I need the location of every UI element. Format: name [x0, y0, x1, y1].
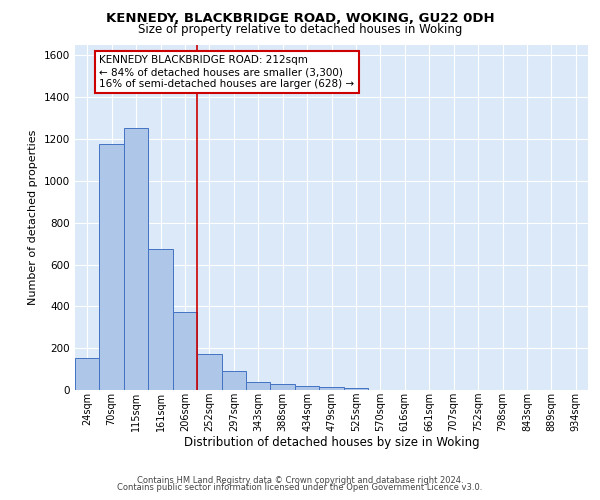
X-axis label: Distribution of detached houses by size in Woking: Distribution of detached houses by size … — [184, 436, 479, 450]
Bar — [344, 388, 368, 390]
Bar — [271, 384, 295, 390]
Text: KENNEDY BLACKBRIDGE ROAD: 212sqm
← 84% of detached houses are smaller (3,300)
16: KENNEDY BLACKBRIDGE ROAD: 212sqm ← 84% o… — [100, 56, 355, 88]
Text: Size of property relative to detached houses in Woking: Size of property relative to detached ho… — [138, 22, 462, 36]
Bar — [124, 128, 148, 390]
Bar — [100, 144, 124, 390]
Text: KENNEDY, BLACKBRIDGE ROAD, WOKING, GU22 0DH: KENNEDY, BLACKBRIDGE ROAD, WOKING, GU22 … — [106, 12, 494, 26]
Bar — [173, 312, 197, 390]
Bar — [221, 371, 246, 390]
Bar — [246, 382, 271, 390]
Bar — [319, 387, 344, 390]
Y-axis label: Number of detached properties: Number of detached properties — [28, 130, 38, 305]
Bar — [295, 386, 319, 390]
Bar — [148, 249, 173, 390]
Bar — [197, 354, 221, 390]
Text: Contains public sector information licensed under the Open Government Licence v3: Contains public sector information licen… — [118, 484, 482, 492]
Bar — [75, 358, 100, 390]
Text: Contains HM Land Registry data © Crown copyright and database right 2024.: Contains HM Land Registry data © Crown c… — [137, 476, 463, 485]
